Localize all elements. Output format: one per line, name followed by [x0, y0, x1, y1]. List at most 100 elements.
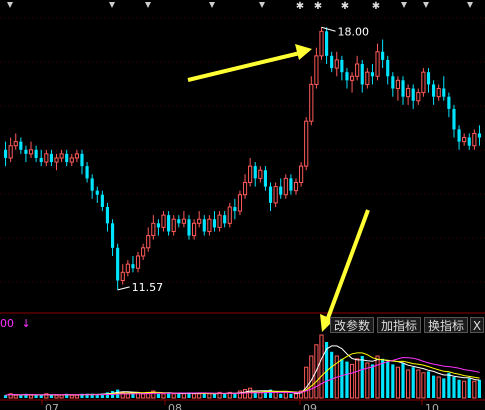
price-candles: [3, 27, 482, 290]
volume-bar: [192, 393, 197, 399]
candle-body: [131, 264, 135, 269]
event-markers: ✱ ✱ ✱ ✱: [7, 1, 473, 12]
event-arrow-icon: [7, 2, 13, 8]
candle-body: [39, 157, 43, 163]
volume-bar: [411, 367, 415, 398]
volume-bar: [283, 391, 288, 399]
volume-bar: [242, 389, 248, 399]
volume-bar: [65, 393, 69, 398]
volume-bar: [8, 393, 13, 399]
volume-bar: [436, 376, 441, 399]
candle-body: [381, 51, 385, 60]
volume-bar: [279, 393, 283, 398]
volume-bar: [462, 380, 467, 399]
modify-params-button[interactable]: 改参数: [330, 317, 374, 333]
high-pointer: [321, 26, 336, 32]
volume-bar: [268, 389, 273, 398]
volume-bar: [13, 394, 18, 399]
candle-body: [207, 218, 212, 232]
volume-bar: [156, 393, 160, 398]
candle-body: [375, 51, 380, 77]
volume-bars: [3, 334, 482, 399]
volume-bar: [74, 394, 79, 399]
candle-body: [69, 157, 74, 163]
candle-body: [386, 59, 390, 77]
volume-bar: [171, 393, 176, 399]
candle-body: [202, 219, 206, 232]
volume-bar: [330, 351, 334, 398]
volume-bar: [293, 393, 299, 399]
candle-body: [100, 194, 104, 207]
volume-bar: [355, 358, 360, 399]
event-star-icon: ✱: [296, 1, 304, 12]
candle-body: [309, 83, 314, 122]
candle-body: [258, 169, 263, 179]
candle-body: [95, 190, 99, 195]
volume-bar: [263, 391, 268, 398]
volume-bar: [28, 394, 34, 399]
close-button[interactable]: X: [470, 317, 484, 333]
candle-body: [304, 120, 309, 167]
price-annotations: 18.00 11.57: [117, 25, 369, 294]
candle-body: [120, 271, 125, 281]
volume-bar: [3, 395, 8, 398]
candle-body: [192, 222, 197, 237]
candle-body: [223, 215, 227, 224]
volume-bar: [24, 393, 28, 398]
volume-bar: [370, 364, 375, 398]
candle-body: [167, 215, 171, 232]
candle-body: [233, 206, 237, 212]
volume-bar: [299, 390, 304, 399]
candle-body: [370, 72, 375, 77]
candle-body: [19, 141, 23, 150]
candle-body: [401, 80, 405, 97]
volume-bar: [237, 390, 243, 399]
event-star-icon: ✱: [314, 1, 322, 12]
volume-bar: [167, 392, 171, 398]
volume-bar: [381, 358, 385, 398]
volume-ma-lines: [5, 345, 480, 396]
candle-body: [452, 108, 456, 130]
volume-bar: [95, 395, 99, 398]
candle-body: [237, 194, 243, 212]
low-pointer: [117, 286, 130, 291]
candle-body: [28, 149, 34, 155]
candle-body: [416, 92, 421, 102]
volume-bar: [44, 393, 49, 399]
event-star-icon: ✱: [372, 1, 380, 12]
candle-body: [477, 133, 482, 138]
volume-bar: [131, 393, 135, 398]
candle-body: [432, 84, 436, 97]
volume-bar: [151, 390, 156, 399]
down-arrow-icon: ↓: [21, 317, 31, 330]
candle-body: [283, 177, 288, 196]
event-arrow-icon: [259, 2, 265, 8]
candle-body: [141, 247, 146, 257]
candle-body: [349, 75, 355, 81]
candle-body: [59, 153, 64, 159]
volume-bar: [161, 393, 166, 399]
volume-bar: [217, 391, 222, 399]
volume-bar: [54, 394, 59, 399]
volume-bar: [273, 391, 278, 399]
volume-bar: [401, 363, 405, 398]
candle-body: [13, 141, 18, 147]
event-arrow-icon: [109, 2, 115, 8]
highlight-arrows: [187, 44, 370, 332]
volume-bar: [442, 378, 446, 398]
volume-bar: [125, 393, 130, 399]
candle-body: [273, 186, 278, 204]
candle-body: [289, 178, 293, 191]
candle-body: [151, 222, 156, 237]
candle-body: [34, 149, 38, 158]
volume-bar: [349, 363, 355, 399]
event-arrow-icon: [145, 2, 151, 8]
candle-body: [436, 88, 441, 98]
switch-indicator-button[interactable]: 换指标: [424, 317, 468, 333]
volume-bar: [365, 362, 370, 399]
add-indicator-button[interactable]: 加指标: [377, 317, 421, 333]
candle-body: [467, 137, 471, 146]
candle-body: [110, 223, 115, 248]
volume-bar: [90, 393, 94, 398]
event-arrow-icon: [467, 2, 473, 8]
